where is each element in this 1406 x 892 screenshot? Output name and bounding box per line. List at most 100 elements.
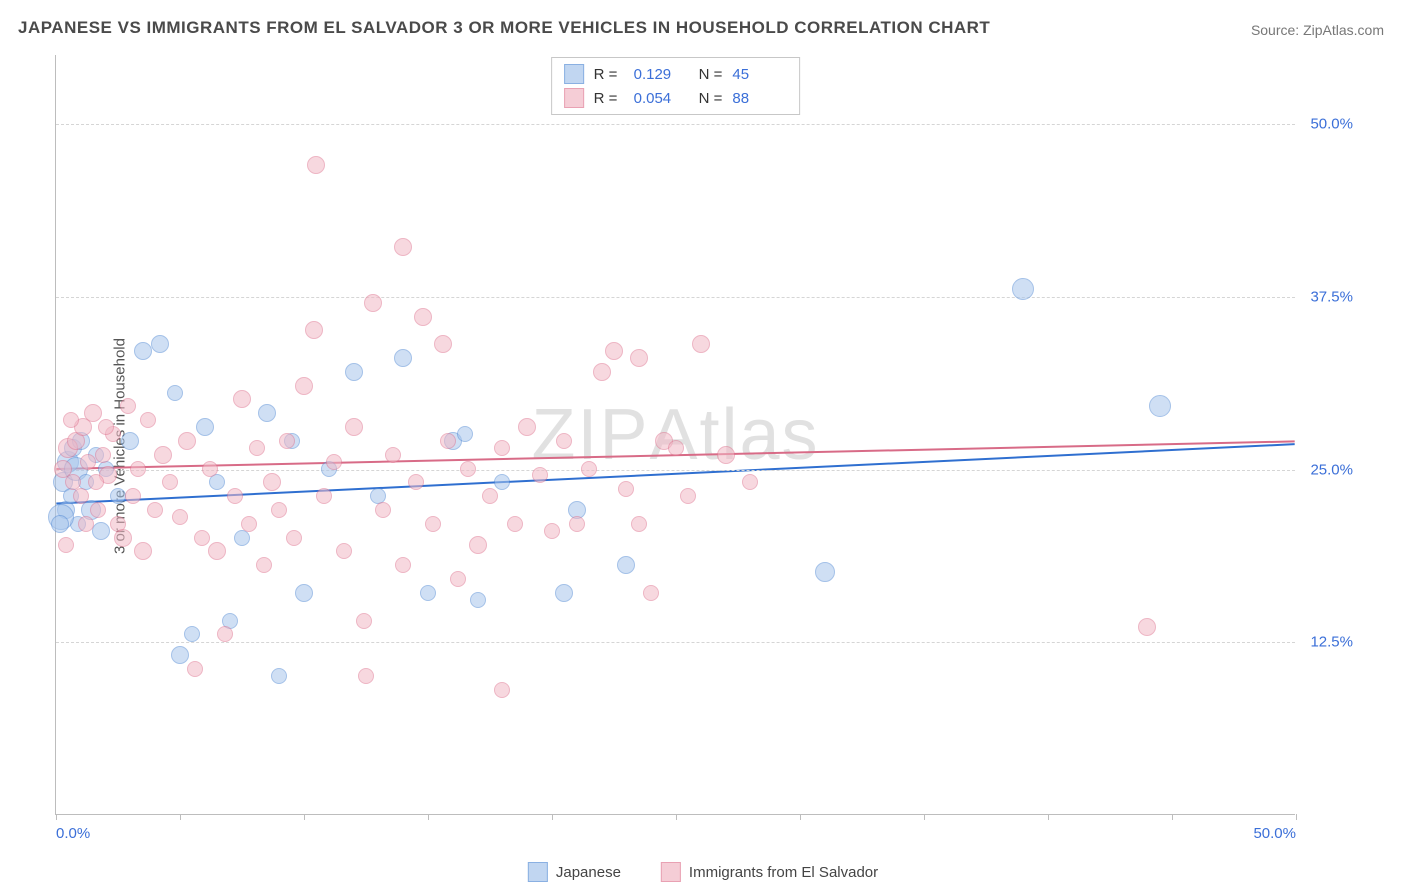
scatter-point [532,467,548,483]
y-tick-label: 12.5% [1310,634,1353,651]
scatter-point [140,412,156,428]
scatter-point [295,377,313,395]
gridline [56,642,1295,643]
scatter-point [680,488,696,504]
r-value: 0.129 [634,66,689,83]
scatter-point [457,426,473,442]
scatter-point [217,626,233,642]
trendlines-layer [56,55,1295,814]
scatter-point [286,530,302,546]
legend-item: Japanese [528,862,621,882]
scatter-point [147,502,163,518]
scatter-point [154,446,172,464]
scatter-point [234,530,250,546]
scatter-plot-area: ZIPAtlas R =0.129N =45R =0.054N =88 12.5… [55,55,1295,815]
scatter-point [364,294,382,312]
watermark: ZIPAtlas [531,394,819,476]
scatter-point [316,488,332,504]
legend-swatch [661,862,681,882]
scatter-point [95,447,111,463]
scatter-point [643,585,659,601]
scatter-point [630,349,648,367]
scatter-point [196,418,214,436]
x-tick-label: 50.0% [1253,825,1296,842]
series-legend: Japanese Immigrants from El Salvador [528,862,878,882]
scatter-point [434,335,452,353]
scatter-point [305,321,323,339]
scatter-point [494,474,510,490]
scatter-point [120,398,136,414]
scatter-point [815,562,835,582]
x-tick [1048,814,1049,820]
scatter-point [258,404,276,422]
scatter-point [569,516,585,532]
x-tick [800,814,801,820]
scatter-point [233,390,251,408]
scatter-point [414,308,432,326]
scatter-point [507,516,523,532]
legend-label: Immigrants from El Salvador [689,864,878,881]
legend-item: Immigrants from El Salvador [661,862,878,882]
watermark-atlas: Atlas [649,395,819,475]
scatter-point [194,530,210,546]
correlation-legend: R =0.129N =45R =0.054N =88 [551,57,801,115]
scatter-point [178,432,196,450]
scatter-point [408,474,424,490]
scatter-point [494,440,510,456]
scatter-point [345,363,363,381]
scatter-point [110,488,126,504]
n-label: N = [699,66,723,83]
scatter-point [307,156,325,174]
scatter-point [420,585,436,601]
scatter-point [336,543,352,559]
legend-row: R =0.054N =88 [560,86,792,110]
x-tick [924,814,925,820]
scatter-point [605,342,623,360]
scatter-point [1149,395,1171,417]
scatter-point [460,461,476,477]
scatter-point [395,557,411,573]
scatter-point [184,626,200,642]
scatter-point [84,404,102,422]
scatter-point [172,509,188,525]
n-value: 45 [732,66,787,83]
scatter-point [556,433,572,449]
scatter-point [1138,618,1156,636]
scatter-point [469,536,487,554]
scatter-point [134,342,152,360]
y-tick-label: 37.5% [1310,288,1353,305]
scatter-point [440,433,456,449]
scatter-point [385,447,401,463]
scatter-point [358,668,374,684]
scatter-point [326,454,342,470]
scatter-point [92,522,110,540]
scatter-point [394,349,412,367]
scatter-point [80,454,96,470]
gridline [56,470,1295,471]
scatter-point [130,461,146,477]
scatter-point [88,474,104,490]
gridline [56,297,1295,298]
n-label: N = [699,90,723,107]
source-attribution: Source: ZipAtlas.com [1251,22,1384,38]
x-tick [1172,814,1173,820]
scatter-point [279,433,295,449]
r-value: 0.054 [634,90,689,107]
scatter-point [482,488,498,504]
scatter-point [151,335,169,353]
x-tick [180,814,181,820]
scatter-point [202,461,218,477]
scatter-point [241,516,257,532]
x-tick [56,814,57,820]
x-tick [304,814,305,820]
scatter-point [171,646,189,664]
r-label: R = [594,90,624,107]
scatter-point [227,488,243,504]
scatter-point [555,584,573,602]
scatter-point [263,473,281,491]
scatter-point [121,432,139,450]
scatter-point [618,481,634,497]
x-tick [676,814,677,820]
scatter-point [271,502,287,518]
scatter-point [58,537,74,553]
